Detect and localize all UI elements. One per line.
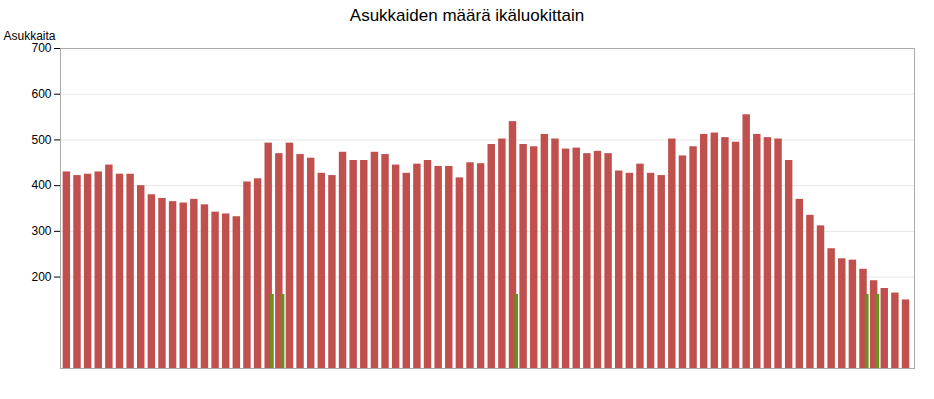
svg-text:400: 400 [31, 178, 51, 192]
html-text:Asukkaiden määrä ikäluokittain: Asukkaiden määrä ikäluokittain [349, 6, 585, 25]
svg-text:600: 600 [31, 87, 51, 101]
svg-text:700: 700 [31, 41, 51, 55]
svg-text:500: 500 [31, 133, 51, 147]
svg-text:Asukkaita: Asukkaita [4, 29, 56, 43]
svg-text:200: 200 [31, 270, 51, 284]
svg-text:300: 300 [31, 224, 51, 238]
